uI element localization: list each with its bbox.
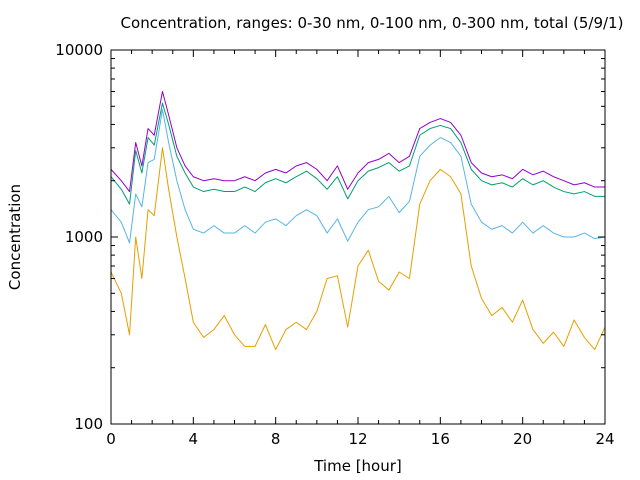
x-tick-label: 24 bbox=[595, 430, 614, 448]
series-line-3 bbox=[110, 109, 606, 244]
y-axis-label: Concentration bbox=[6, 184, 24, 290]
series-line-4 bbox=[110, 147, 606, 351]
x-tick-label: 12 bbox=[348, 430, 367, 448]
plot-frame bbox=[110, 49, 606, 425]
x-tick-label: 4 bbox=[189, 430, 199, 448]
x-tick-label: 20 bbox=[513, 430, 532, 448]
series-line-1 bbox=[110, 90, 605, 193]
y-tick-label: 1000 bbox=[65, 228, 103, 246]
x-tick-label: 8 bbox=[271, 430, 281, 448]
y-tick-label: 100 bbox=[74, 415, 103, 433]
y-tick-label: 10000 bbox=[55, 41, 103, 59]
ticks-layer: 0 4 8 12 16 20 24 100 1000 10000 bbox=[55, 41, 614, 448]
series-layer bbox=[110, 90, 606, 351]
chart-title: Concentration, ranges: 0-30 nm, 0-100 nm… bbox=[121, 14, 624, 32]
series-line-2 bbox=[110, 102, 605, 205]
x-tick-label: 0 bbox=[106, 430, 116, 448]
x-tick-label: 16 bbox=[431, 430, 450, 448]
x-axis-label: Time [hour] bbox=[313, 457, 402, 475]
